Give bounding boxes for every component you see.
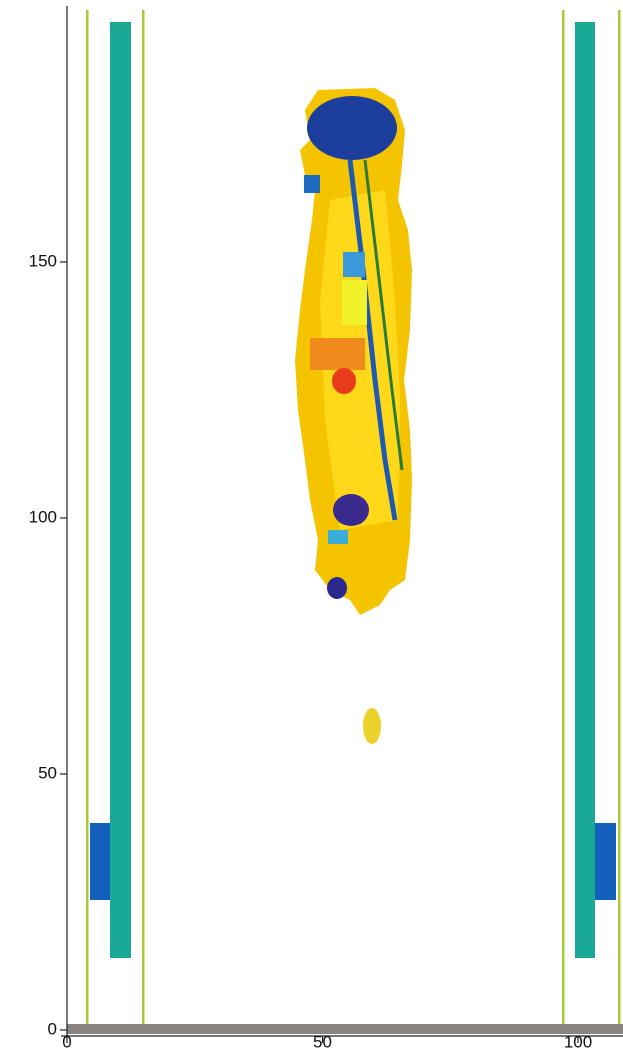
- x-tick-label: 100: [564, 1032, 592, 1050]
- organ: [332, 368, 356, 394]
- scene: [67, 10, 623, 1034]
- y-tick-label: 0: [48, 1019, 57, 1038]
- chart: 0 50 100 150 0 50 100: [0, 0, 623, 1050]
- block: [90, 823, 110, 900]
- organ: [342, 280, 367, 325]
- y-tick-label: 50: [38, 763, 57, 782]
- organ: [310, 338, 365, 370]
- y-tick-label: 100: [29, 507, 57, 526]
- block: [595, 823, 616, 900]
- organ: [327, 577, 347, 599]
- rail: [618, 10, 621, 1024]
- detector: [110, 22, 131, 958]
- x-tick-label: 50: [313, 1032, 332, 1050]
- organ: [304, 175, 320, 193]
- organ: [343, 252, 365, 277]
- organ: [328, 530, 348, 544]
- rail: [562, 10, 565, 1024]
- x-tick-label: 0: [62, 1032, 71, 1050]
- head: [307, 96, 397, 160]
- object: [363, 708, 381, 744]
- organ: [333, 494, 369, 526]
- page: 050100150050100 (() => { const data = JS…: [0, 0, 623, 1050]
- detector: [575, 22, 595, 958]
- rail: [142, 10, 145, 1024]
- floor: [67, 1024, 623, 1034]
- y-tick-label: 150: [29, 251, 57, 270]
- rail: [86, 10, 89, 1024]
